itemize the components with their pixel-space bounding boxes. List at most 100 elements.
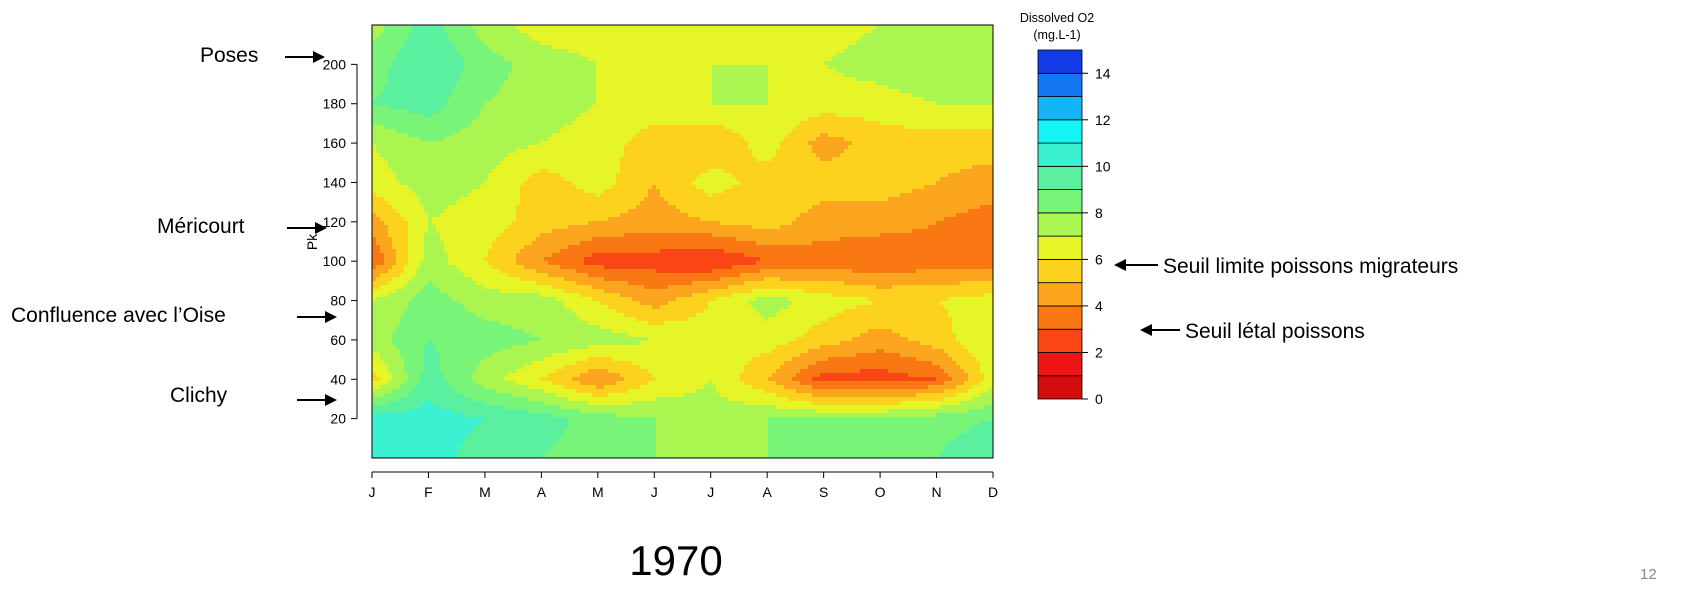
heatmap-cell bbox=[568, 41, 573, 46]
heatmap-cell bbox=[504, 149, 509, 154]
heatmap-cell bbox=[756, 73, 761, 78]
heatmap-cell bbox=[848, 37, 853, 42]
heatmap-cell bbox=[652, 105, 657, 110]
heatmap-cell bbox=[920, 37, 925, 42]
heatmap-cell bbox=[668, 101, 673, 106]
heatmap-cell bbox=[612, 77, 617, 82]
heatmap-cell bbox=[940, 105, 945, 110]
heatmap-cell bbox=[988, 101, 993, 106]
heatmap-cell bbox=[756, 85, 761, 90]
heatmap-cell bbox=[916, 37, 921, 42]
heatmap-cell bbox=[756, 77, 761, 82]
heatmap-cell bbox=[440, 49, 445, 54]
heatmap-cell bbox=[420, 129, 425, 134]
heatmap-cell bbox=[928, 33, 933, 38]
heatmap-cell bbox=[456, 73, 461, 78]
heatmap-cell bbox=[420, 57, 425, 62]
heatmap-cell bbox=[884, 41, 889, 46]
heatmap-cell bbox=[800, 125, 805, 130]
heatmap-cell bbox=[516, 113, 521, 118]
heatmap-cell bbox=[784, 81, 789, 86]
heatmap-cell bbox=[860, 97, 865, 102]
heatmap-cell bbox=[604, 141, 609, 146]
heatmap-cell bbox=[780, 53, 785, 58]
heatmap-cell bbox=[508, 113, 513, 118]
heatmap-cell bbox=[840, 113, 845, 118]
heatmap-cell bbox=[852, 81, 857, 86]
heatmap-cell bbox=[744, 145, 749, 150]
heatmap-cell bbox=[592, 105, 597, 110]
heatmap-cell bbox=[820, 89, 825, 94]
heatmap-cell bbox=[424, 49, 429, 54]
heatmap-cell bbox=[504, 73, 509, 78]
heatmap-cell bbox=[820, 29, 825, 34]
heatmap-cell bbox=[640, 125, 645, 130]
heatmap-cell bbox=[648, 105, 653, 110]
heatmap-cell bbox=[620, 73, 625, 78]
heatmap-cell bbox=[504, 141, 509, 146]
heatmap-cell bbox=[932, 45, 937, 50]
heatmap-cell bbox=[608, 125, 613, 130]
heatmap-cell bbox=[792, 29, 797, 34]
heatmap-cell bbox=[632, 53, 637, 58]
heatmap-cell bbox=[424, 53, 429, 58]
heatmap-cell bbox=[736, 45, 741, 50]
heatmap-cell bbox=[636, 109, 641, 114]
heatmap-cell bbox=[728, 125, 733, 130]
heatmap-cell bbox=[636, 45, 641, 50]
heatmap-cell bbox=[856, 49, 861, 54]
heatmap-cell bbox=[452, 113, 457, 118]
heatmap-cell bbox=[796, 121, 801, 126]
heatmap-cell bbox=[688, 121, 693, 126]
heatmap-cell bbox=[664, 105, 669, 110]
heatmap-cell bbox=[780, 145, 785, 150]
heatmap-cell bbox=[880, 137, 885, 142]
heatmap-cell bbox=[832, 105, 837, 110]
heatmap-cell bbox=[932, 117, 937, 122]
heatmap-cell bbox=[752, 133, 757, 138]
heatmap-cell bbox=[380, 129, 385, 134]
heatmap-cell bbox=[832, 33, 837, 38]
heatmap-cell bbox=[384, 133, 389, 138]
heatmap-cell bbox=[824, 41, 829, 46]
heatmap-cell bbox=[420, 49, 425, 54]
heatmap-cell bbox=[408, 89, 413, 94]
heatmap-cell bbox=[836, 81, 841, 86]
heatmap-cell bbox=[976, 149, 981, 154]
heatmap-cell bbox=[900, 41, 905, 46]
heatmap-cell bbox=[764, 61, 769, 66]
heatmap-cell bbox=[668, 37, 673, 42]
heatmap-cell bbox=[924, 149, 929, 154]
heatmap-cell bbox=[964, 149, 969, 154]
heatmap-cell bbox=[472, 117, 477, 122]
heatmap-cell bbox=[732, 109, 737, 114]
heatmap-cell bbox=[980, 45, 985, 50]
heatmap-cell bbox=[504, 29, 509, 34]
heatmap-cell bbox=[692, 33, 697, 38]
heatmap-cell bbox=[692, 137, 697, 142]
heatmap-cell bbox=[732, 89, 737, 94]
heatmap-cell bbox=[724, 109, 729, 114]
heatmap-cell bbox=[572, 37, 577, 42]
heatmap-cell bbox=[584, 49, 589, 54]
heatmap-cell bbox=[396, 73, 401, 78]
heatmap-cell bbox=[676, 53, 681, 58]
heatmap-cell bbox=[684, 37, 689, 42]
heatmap-cell bbox=[552, 141, 557, 146]
heatmap-cell bbox=[676, 121, 681, 126]
heatmap-cell bbox=[756, 145, 761, 150]
heatmap-cell bbox=[760, 129, 765, 134]
heatmap-cell bbox=[960, 41, 965, 46]
heatmap-cell bbox=[632, 25, 637, 30]
heatmap-cell bbox=[768, 25, 773, 30]
heatmap-cell bbox=[564, 145, 569, 150]
heatmap-cell bbox=[968, 109, 973, 114]
heatmap-cell bbox=[836, 109, 841, 114]
heatmap-cell bbox=[620, 89, 625, 94]
heatmap-cell bbox=[572, 141, 577, 146]
heatmap-cell bbox=[576, 133, 581, 138]
heatmap-cell bbox=[984, 61, 989, 66]
heatmap-cell bbox=[516, 141, 521, 146]
heatmap-cell bbox=[576, 49, 581, 54]
heatmap-cell bbox=[632, 85, 637, 90]
